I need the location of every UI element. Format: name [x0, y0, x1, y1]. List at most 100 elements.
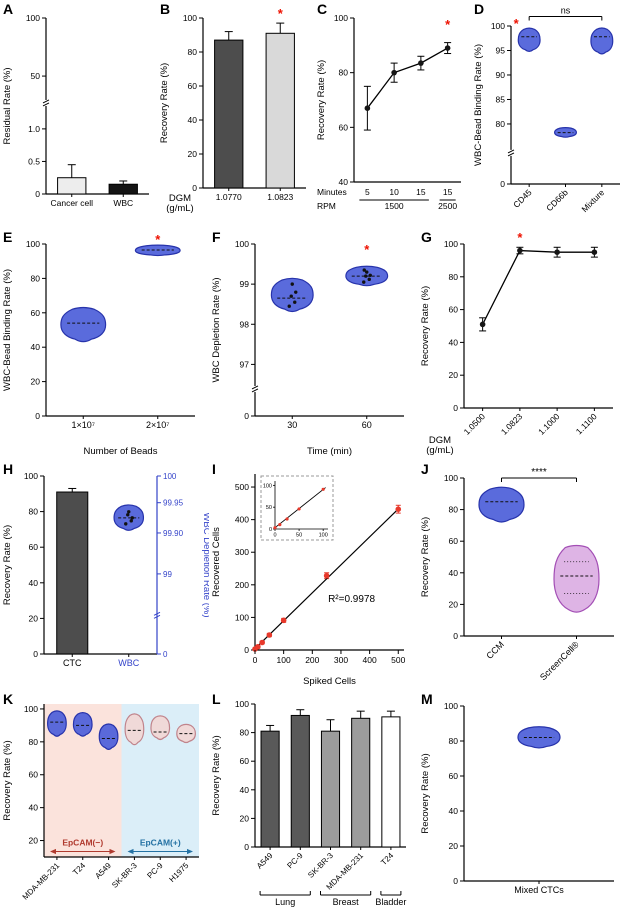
- svg-text:100: 100: [26, 239, 40, 249]
- svg-text:1.1100: 1.1100: [574, 411, 599, 436]
- svg-text:*: *: [445, 17, 451, 32]
- panel-K-chart: 20 40 60 80 100 Recovery Rate (%) MDA-MB-231 T2…: [2, 704, 199, 902]
- svg-text:100: 100: [319, 533, 328, 539]
- svg-text:15: 15: [443, 187, 453, 197]
- svg-text:Spiked Cells: Spiked Cells: [303, 676, 356, 687]
- panel-label-i: I: [212, 461, 216, 477]
- panel-label-b: B: [160, 1, 171, 17]
- svg-text:WBC: WBC: [118, 658, 139, 668]
- figure-row-4: K 20 40 60 80 100 Recovery Rate (%) MDA-MB-231…: [0, 690, 628, 921]
- svg-text:(g/mL): (g/mL): [166, 203, 193, 214]
- svg-text:50: 50: [31, 71, 41, 81]
- panel-label-g: G: [421, 229, 432, 245]
- svg-text:90: 90: [496, 70, 506, 80]
- svg-text:40: 40: [29, 578, 39, 588]
- svg-text:0: 0: [33, 649, 38, 659]
- svg-text:Recovery Rate (%): Recovery Rate (%): [2, 525, 13, 605]
- svg-text:300: 300: [334, 655, 348, 665]
- panel-label-d: D: [474, 1, 485, 17]
- svg-text:Recovery Rate (%): Recovery Rate (%): [420, 753, 431, 833]
- svg-text:80: 80: [240, 728, 250, 738]
- svg-text:80: 80: [449, 272, 459, 282]
- svg-text:40: 40: [29, 803, 39, 813]
- svg-text:A549: A549: [93, 861, 113, 881]
- panel-B-chart: 0 20 40 60 80 100 Recovery Rate (%) 1.0770 1.082…: [159, 6, 306, 214]
- svg-text:WBC-Bead Binding Rate (%): WBC-Bead Binding Rate (%): [2, 269, 13, 391]
- svg-text:*: *: [278, 6, 284, 21]
- svg-text:R²=0.9978: R²=0.9978: [328, 594, 375, 605]
- svg-text:1.1000: 1.1000: [536, 411, 562, 437]
- panel-J: J 0 20 40 60 80 100 Recovery Rate (%) CCM Screen…: [418, 460, 628, 690]
- svg-text:Cancer cell: Cancer cell: [50, 198, 93, 208]
- svg-text:40: 40: [240, 785, 250, 795]
- svg-text:Recovery Rate (%): Recovery Rate (%): [2, 740, 13, 820]
- svg-text:15: 15: [416, 187, 426, 197]
- svg-text:20: 20: [449, 370, 459, 380]
- svg-text:ns: ns: [561, 6, 571, 16]
- svg-text:WBC: WBC: [113, 198, 133, 208]
- panel-G-chart: 0 20 40 60 80 100 Recovery Rate (%) 1.0500 1.082…: [420, 230, 613, 456]
- svg-text:Recovered Cells: Recovered Cells: [211, 527, 222, 597]
- svg-text:100: 100: [26, 13, 40, 23]
- svg-text:CD66b: CD66b: [544, 187, 570, 213]
- svg-text:0: 0: [35, 189, 40, 199]
- panel-J-chart: 0 20 40 60 80 100 Recovery Rate (%) CCM ScreenCe…: [420, 467, 614, 682]
- svg-text:EpCAM(−): EpCAM(−): [62, 837, 103, 847]
- svg-text:A549: A549: [255, 851, 275, 871]
- svg-text:PC-9: PC-9: [285, 851, 305, 871]
- svg-text:100: 100: [235, 699, 249, 709]
- svg-text:80: 80: [31, 273, 41, 283]
- panel-C: C 40 60 80 100 Recovery Rate (%) Minutes 5 10 15…: [314, 0, 471, 228]
- svg-text:0: 0: [500, 179, 505, 189]
- svg-text:80: 80: [449, 505, 459, 515]
- panel-label-k: K: [3, 691, 14, 707]
- panel-B: B 0 20 40 60 80 100 Recovery Rate (%) 1.0770 1.0…: [157, 0, 314, 228]
- svg-text:20: 20: [188, 149, 198, 159]
- svg-text:80: 80: [29, 737, 39, 747]
- svg-text:99: 99: [240, 279, 250, 289]
- svg-text:T24: T24: [71, 861, 88, 878]
- svg-text:40: 40: [188, 115, 198, 125]
- panel-label-m: M: [421, 691, 433, 707]
- svg-text:20: 20: [29, 613, 39, 623]
- panel-M: M 0 20 40 60 80 100 Recovery Rate (%) Mixed CTC…: [418, 690, 628, 921]
- panel-C-chart: 40 60 80 100 Recovery Rate (%) Minutes 5 10 15 15…: [316, 13, 461, 211]
- svg-text:60: 60: [449, 771, 459, 781]
- svg-text:50: 50: [266, 505, 272, 511]
- panel-A: A 0 0.5 1.0 50 100 Residual Rate (%) Cancer ce…: [0, 0, 157, 228]
- svg-text:80: 80: [449, 736, 459, 746]
- svg-text:100: 100: [24, 704, 38, 714]
- panel-label-h: H: [3, 461, 14, 477]
- svg-text:WBC Depletion Rate (%): WBC Depletion Rate (%): [201, 512, 209, 617]
- svg-text:80: 80: [496, 119, 506, 129]
- svg-text:Recovery Rate (%): Recovery Rate (%): [420, 286, 431, 366]
- panel-H-chart: 0 20 40 60 80 100 Recovery Rate (%) 0 99 99.90 99.…: [2, 471, 209, 668]
- svg-text:60: 60: [449, 536, 459, 546]
- svg-text:100: 100: [491, 21, 505, 31]
- svg-text:****: ****: [531, 467, 547, 478]
- svg-text:EpCAM(+): EpCAM(+): [140, 837, 181, 847]
- svg-text:1.0770: 1.0770: [216, 192, 242, 202]
- svg-text:99.95: 99.95: [163, 499, 184, 508]
- svg-text:40: 40: [449, 568, 459, 578]
- svg-text:80: 80: [29, 507, 39, 517]
- panel-D-chart: 0 80 85 90 95 100 WBC-Bead Binding Rate (%) CD4…: [473, 6, 620, 214]
- svg-text:400: 400: [235, 515, 249, 525]
- svg-text:RPM: RPM: [317, 201, 336, 211]
- svg-text:DGM: DGM: [429, 435, 451, 446]
- svg-text:0: 0: [453, 876, 458, 886]
- svg-text:100: 100: [263, 483, 272, 489]
- panel-L: L 0 20 40 60 80 100 Recovery Rate (%) A549 PC-9 S…: [209, 690, 418, 921]
- svg-text:ScreenCell®: ScreenCell®: [538, 639, 581, 682]
- svg-text:*: *: [155, 232, 161, 247]
- svg-text:20: 20: [449, 599, 459, 609]
- panel-M-chart: 0 20 40 60 80 100 Recovery Rate (%) Mixed CTCs: [420, 701, 614, 895]
- svg-text:60: 60: [29, 542, 39, 552]
- panel-E: E 0 20 40 60 80 100 WBC-Bead Binding Rate (%) 1…: [0, 228, 209, 460]
- svg-text:Recovery Rate (%): Recovery Rate (%): [420, 517, 431, 597]
- svg-text:1×10⁷: 1×10⁷: [71, 420, 95, 430]
- panel-L-chart: 0 20 40 60 80 100 Recovery Rate (%) A549 PC-9 SK-…: [211, 699, 406, 907]
- svg-text:Mixed CTCs: Mixed CTCs: [514, 885, 564, 895]
